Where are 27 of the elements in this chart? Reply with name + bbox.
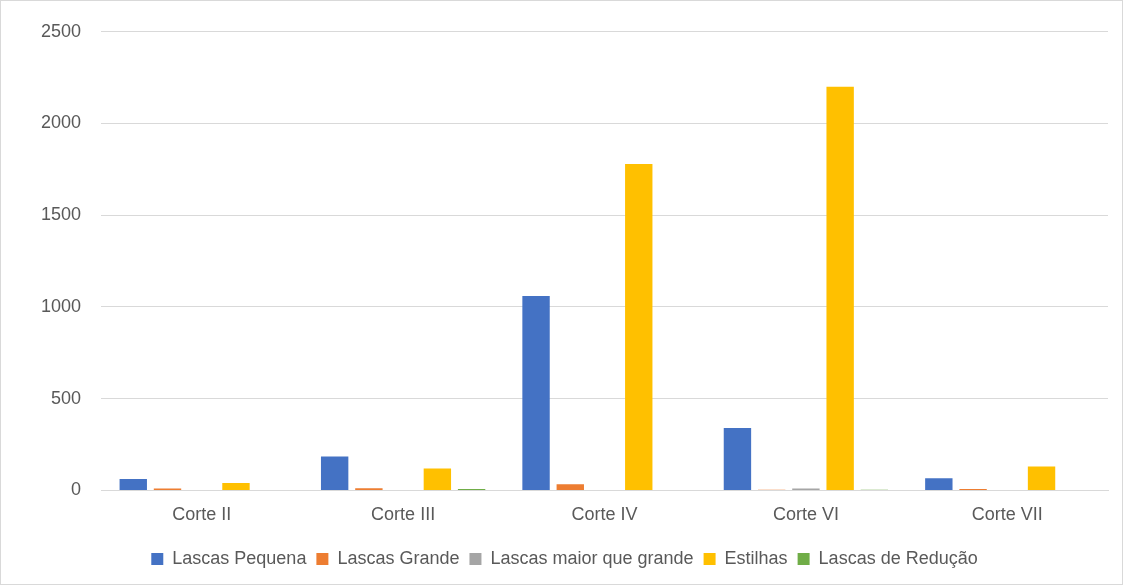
y-tick-label: 2500 — [41, 20, 82, 41]
bar — [1027, 466, 1056, 490]
bar — [522, 295, 550, 490]
legend-label: Lascas de Redução — [818, 547, 978, 568]
bar — [556, 484, 584, 490]
x-tick-label: Corte III — [371, 504, 436, 525]
bar — [925, 478, 953, 490]
y-tick-label: 1000 — [41, 295, 82, 316]
bar — [723, 428, 752, 490]
y-tick-label: 500 — [51, 387, 82, 408]
bar — [320, 456, 349, 490]
legend-label: Lascas Grande — [337, 547, 460, 568]
x-tick-label: Corte VII — [971, 504, 1043, 525]
x-tick-label: Corte II — [172, 504, 232, 525]
x-tick-label: Corte IV — [571, 504, 638, 525]
bar — [625, 163, 653, 490]
y-tick-label: 2000 — [41, 112, 82, 133]
x-tick-label: Corte VI — [772, 504, 839, 525]
bar — [423, 468, 452, 490]
legend-label: Lascas maior que grande — [490, 547, 694, 568]
bar — [119, 479, 147, 490]
bar — [222, 483, 250, 490]
legend-label: Lascas Pequena — [172, 547, 308, 568]
y-tick-label: 1500 — [41, 204, 82, 225]
legend-label: Estilhas — [724, 547, 788, 568]
y-tick-label: 0 — [71, 479, 82, 500]
bar — [826, 86, 854, 490]
